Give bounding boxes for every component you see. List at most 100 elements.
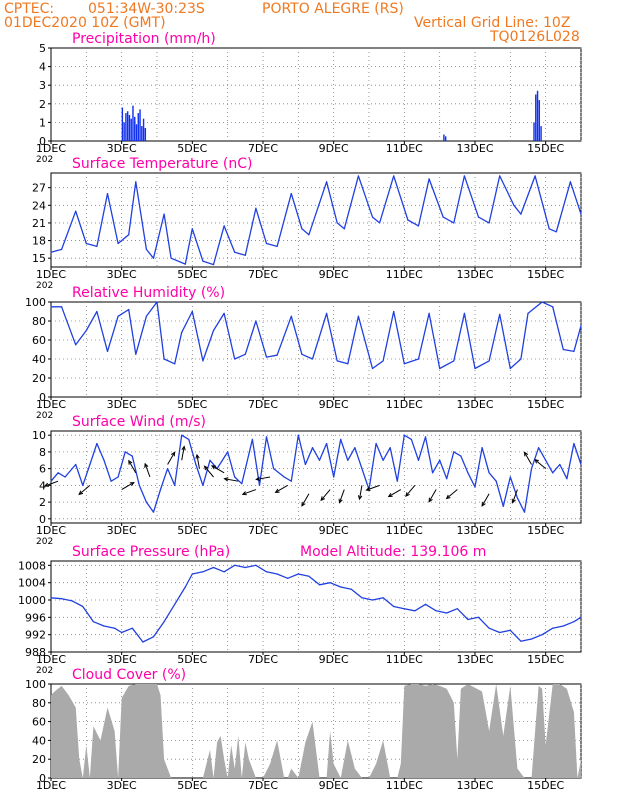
rh-point: [223, 312, 225, 314]
pressure-point: [244, 566, 246, 569]
wind-point: [410, 438, 412, 440]
wind-point: [258, 484, 261, 486]
x-tick-label: 9DEC: [319, 653, 349, 666]
y-tick-label: 20: [32, 372, 46, 385]
rh-point: [382, 360, 384, 362]
precip-bar: [135, 124, 138, 141]
pressure-point: [318, 584, 321, 586]
wind-point: [265, 436, 268, 438]
precip-bar: [533, 122, 535, 141]
pressure-point: [142, 641, 144, 643]
header-code: TQ0126L028: [490, 29, 580, 45]
rh-point: [453, 360, 455, 362]
wind-point: [273, 468, 275, 470]
pressure-point: [121, 631, 123, 634]
y-tick-label: 996: [25, 611, 46, 624]
x-tick-label: 11DEC: [386, 524, 423, 537]
x-tick-label: 13DEC: [456, 779, 493, 792]
precip-bar: [540, 126, 542, 141]
rh-series-line: [51, 301, 582, 370]
precip-bar: [134, 116, 136, 141]
temp-point: [407, 219, 409, 221]
rh-point: [562, 348, 564, 351]
x-tick-label: 3DEC: [107, 653, 137, 666]
pressure-point: [562, 625, 564, 627]
wind-arrow-shaft: [256, 476, 271, 480]
pressure-point: [184, 586, 186, 588]
pressure-series-line: [50, 564, 582, 643]
pressure-point: [50, 597, 52, 599]
panel-rh: 0 20 40 60 80 100 1DEC 3DEC 5DEC 7DEC 9DEC 11DEC 13D…: [25, 285, 582, 421]
wind-arrow: [128, 459, 137, 474]
rh-point: [85, 329, 87, 332]
precip-bar: [121, 107, 124, 141]
rh-point: [580, 325, 582, 327]
temp-point: [442, 216, 444, 218]
wind-arrow: [144, 462, 151, 478]
temp-point: [202, 260, 204, 262]
wind-point: [227, 451, 229, 453]
wind-arrow: [387, 489, 402, 498]
rh-point: [347, 363, 349, 365]
wind-point: [318, 459, 321, 461]
wind-arrow-shaft: [405, 485, 416, 497]
wind-point: [502, 505, 504, 507]
pressure-point: [361, 597, 363, 599]
y-tick-label: 27: [32, 182, 46, 195]
y-tick-label: 5: [39, 42, 46, 55]
pressure-point: [114, 627, 116, 629]
temp-point: [117, 242, 119, 245]
wind-point: [251, 438, 253, 440]
x-tick-label: 1DEC: [36, 142, 66, 155]
x-tick-label: 13DEC: [456, 524, 493, 537]
temp-point: [163, 213, 165, 215]
rh-point: [202, 360, 204, 362]
wind-point: [460, 455, 462, 457]
plot-frame: [50, 560, 582, 653]
temp-point: [61, 248, 63, 250]
temp-point: [513, 204, 515, 206]
rh-point: [276, 354, 278, 356]
wind-arrow: [301, 493, 310, 507]
precip-bar: [538, 100, 541, 141]
wind-arrow: [121, 481, 135, 490]
wind-point: [124, 451, 126, 453]
x-tick-label: 1DEC: [36, 524, 66, 537]
temp-point: [265, 242, 268, 245]
temp-point: [477, 216, 480, 218]
pressure-point: [393, 605, 395, 608]
wind-point: [375, 442, 377, 445]
temp-point: [301, 228, 303, 230]
temp-point: [428, 178, 430, 180]
y-tick-label: 1004: [18, 577, 46, 590]
wind-point: [195, 463, 197, 466]
wind-arrow-head: [511, 498, 516, 504]
wind-arrow-head: [481, 501, 486, 507]
panel-title: Surface Temperature (nC): [72, 156, 253, 172]
wind-arrow: [211, 465, 225, 474]
x-tick-label: 9DEC: [319, 524, 349, 537]
wind-point: [57, 472, 59, 474]
pressure-point: [276, 573, 278, 575]
wind-arrow-shaft: [446, 489, 458, 499]
rh-point: [371, 367, 374, 370]
precip-bar: [125, 113, 127, 141]
pressure-point: [265, 571, 268, 573]
y-tick-label: 18: [32, 235, 46, 248]
wind-point: [424, 436, 427, 438]
y-tick-label: 100: [25, 678, 46, 691]
x-tick-label: 13DEC: [456, 142, 493, 155]
wind-point: [509, 476, 511, 478]
pressure-point: [382, 597, 384, 599]
y-tick-label: 992: [25, 629, 46, 642]
rh-point: [163, 358, 165, 360]
pressure-point: [403, 608, 405, 610]
wind-point: [234, 476, 236, 478]
y-tick-label: 0: [39, 772, 46, 785]
temp-point: [135, 181, 137, 183]
wind-point: [417, 459, 420, 461]
temp-point: [96, 245, 98, 248]
x-tick-label: 9DEC: [319, 142, 349, 155]
wind-arrow-shaft: [275, 484, 288, 493]
pressure-point: [223, 571, 225, 573]
